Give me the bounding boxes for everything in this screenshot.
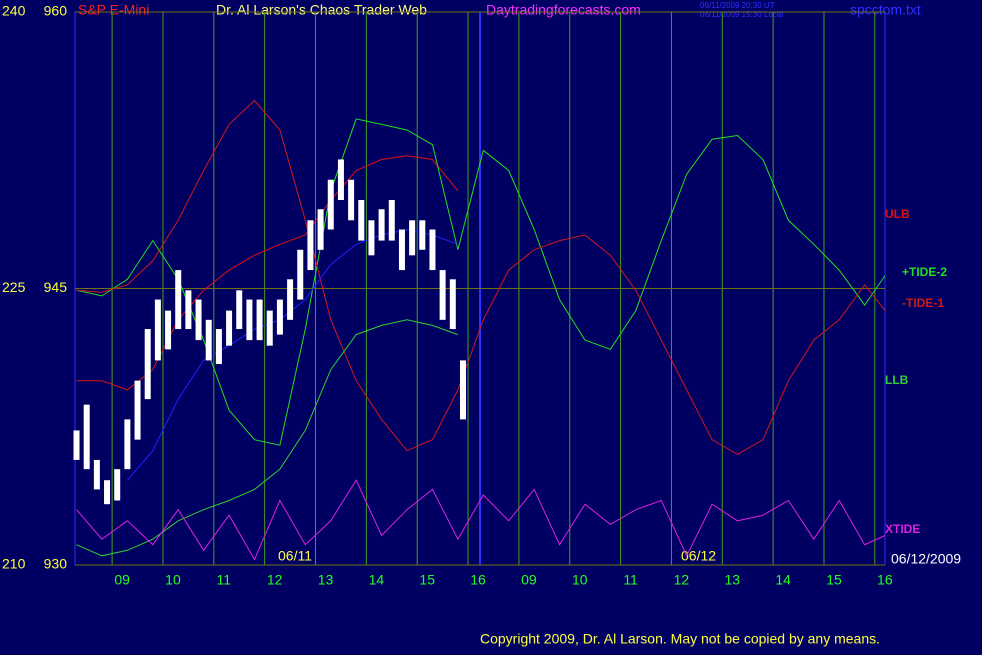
x-tick-label: 14: [369, 572, 385, 588]
instrument: S&P E-Mini: [78, 2, 149, 18]
price-bar: [337, 159, 344, 201]
legend-label: LLB: [885, 373, 909, 387]
y2-tick-label: 225: [2, 279, 26, 295]
x-tick-label: 11: [623, 572, 638, 588]
x-tick-label: 15: [826, 572, 842, 588]
legend-label: +TIDE-2: [902, 265, 947, 279]
date-label: 06/12: [681, 548, 716, 564]
x-tick-label: 14: [775, 572, 791, 588]
price-bar: [114, 469, 121, 501]
series-line: [76, 118, 886, 446]
price-bar: [398, 229, 405, 271]
x-tick-label: 13: [318, 572, 334, 588]
y-tick-label: 945: [44, 279, 68, 295]
x-tick-label: 11: [217, 572, 232, 588]
chart-title: Dr. Al Larson's Chaos Trader Web: [216, 2, 427, 18]
legend-label: -TIDE-1: [902, 296, 944, 310]
price-bar: [134, 380, 141, 440]
price-bar: [195, 299, 202, 341]
series-line: [76, 479, 886, 561]
x-tick-label: 10: [572, 572, 588, 588]
series-line: [76, 99, 886, 455]
price-bar: [327, 179, 334, 230]
price-bar: [358, 200, 365, 241]
x-tick-label: 09: [521, 572, 537, 588]
price-bar: [165, 310, 172, 350]
y2-tick-label: 210: [2, 556, 26, 572]
timestamp: 06/11/2009 15:30 Local: [700, 10, 783, 19]
price-bar: [256, 299, 263, 341]
date-label: 06/11: [278, 548, 312, 564]
site: Daytradingforecasts.com: [486, 2, 641, 18]
price-bar: [185, 290, 192, 330]
price-bar: [266, 310, 273, 346]
price-bar: [246, 299, 253, 341]
price-bar: [449, 279, 456, 330]
series-line: [76, 319, 459, 557]
price-bar: [388, 200, 395, 241]
price-bar: [236, 290, 243, 330]
timestamp: 06/11/2009 20:30 UT: [700, 1, 775, 10]
price-bar: [144, 329, 151, 400]
price-bar: [175, 270, 182, 330]
price-bar: [215, 329, 222, 365]
x-tick-label: 10: [165, 572, 181, 588]
copyright: Copyright 2009, Dr. Al Larson. May not b…: [480, 631, 880, 647]
x-tick-label: 16: [877, 572, 893, 588]
y-tick-label: 960: [44, 3, 68, 19]
price-bar: [297, 249, 304, 300]
average-line: [127, 228, 459, 481]
file-name: spcctom.txt: [850, 2, 921, 18]
price-bar: [287, 279, 294, 320]
price-bar: [73, 430, 80, 460]
price-bar: [104, 480, 111, 505]
x-tick-label: 09: [114, 572, 130, 588]
y-tick-label: 930: [44, 556, 68, 572]
price-bar: [83, 404, 90, 470]
price-bar: [368, 220, 375, 256]
price-bar: [317, 209, 324, 250]
legend-label: XTIDE: [885, 522, 920, 536]
price-bar: [378, 209, 385, 241]
x-tick-label: 12: [674, 572, 690, 588]
y2-tick-label: 240: [2, 3, 26, 19]
x-tick-label: 15: [419, 572, 435, 588]
end-date: 06/12/2009: [891, 551, 961, 567]
price-bar: [154, 299, 161, 361]
price-bar: [205, 319, 212, 361]
price-bar: [276, 299, 283, 335]
x-tick-label: 13: [724, 572, 740, 588]
price-bar: [348, 179, 355, 221]
price-bar: [124, 419, 131, 470]
price-bar: [439, 270, 446, 320]
price-bar: [429, 229, 436, 271]
price-bar: [409, 220, 416, 256]
price-bar: [93, 459, 100, 490]
price-bar: [459, 360, 466, 420]
x-tick-label: 12: [267, 572, 283, 588]
x-tick-label: 16: [470, 572, 486, 588]
price-bar: [226, 310, 233, 346]
price-bar: [307, 220, 314, 271]
price-bar: [419, 220, 426, 250]
series-line: [76, 155, 459, 391]
legend-label: ULB: [885, 207, 910, 221]
